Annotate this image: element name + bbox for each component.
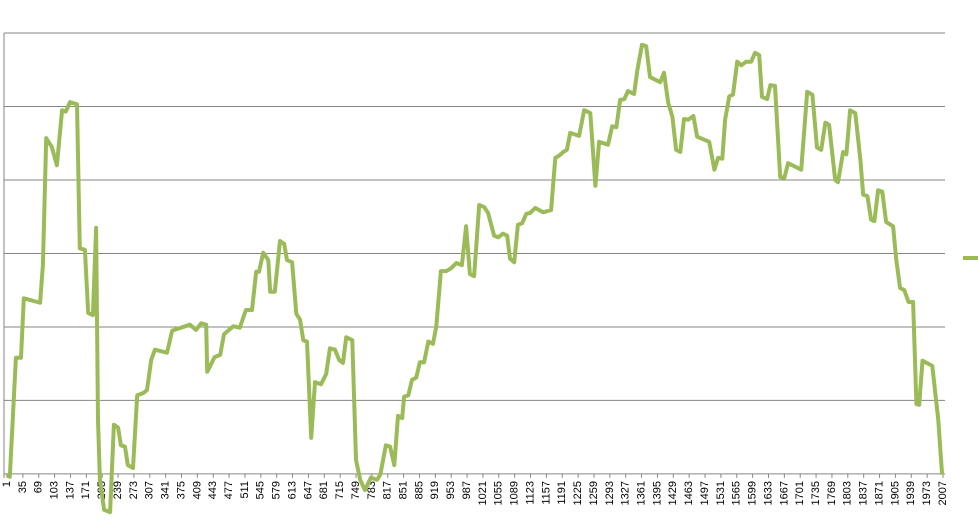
x-tick-label: 1565 (731, 481, 743, 505)
x-tick-label: 749 (350, 481, 362, 499)
x-tick-label: 817 (382, 481, 394, 499)
x-tick-label: 1361 (635, 481, 647, 505)
x-tick-label: 1531 (715, 481, 727, 505)
x-tick-label: 919 (429, 481, 441, 499)
x-tick-label: 477 (223, 481, 235, 499)
x-tick-label: 1123 (524, 481, 536, 505)
x-tick-label: 1225 (572, 481, 584, 505)
x-tick-label: 375 (175, 481, 187, 499)
x-tick-label: 1973 (921, 481, 933, 505)
x-tick-label: 1837 (858, 481, 870, 505)
x-tick-label: 307 (144, 481, 156, 499)
x-tick-label: 545 (255, 481, 267, 499)
x-tick-label: 69 (33, 481, 45, 493)
x-tick-label: 137 (64, 481, 76, 499)
x-tick-label: 239 (112, 481, 124, 499)
x-tick-label: 1735 (810, 481, 822, 505)
x-tick-label: 1497 (699, 481, 711, 505)
x-tick-label: 1089 (509, 481, 521, 505)
x-tick-label: 1905 (889, 481, 901, 505)
x-tick-label: 681 (318, 481, 330, 499)
x-tick-label: 1599 (747, 481, 759, 505)
x-tick-label: 511 (239, 481, 251, 499)
x-tick-label: 715 (334, 481, 346, 499)
x-tick-label: 579 (271, 481, 283, 499)
x-tick-label: 1871 (873, 481, 885, 505)
x-tick-label: 647 (302, 481, 314, 499)
x-tick-label: 341 (160, 481, 172, 499)
x-tick-label: 1769 (826, 481, 838, 505)
x-tick-label: 1667 (778, 481, 790, 505)
x-tick-label: 851 (398, 481, 410, 499)
x-tick-label: 1 (1, 481, 13, 487)
x-tick-label: 1327 (620, 481, 632, 505)
x-tick-label: 273 (128, 481, 140, 499)
x-tick-label: 1701 (794, 481, 806, 505)
x-tick-label: 613 (286, 481, 298, 499)
x-tick-label: 1021 (477, 481, 489, 505)
x-tick-label: 885 (413, 481, 425, 499)
x-tick-label: 1055 (493, 481, 505, 505)
x-tick-label: 1395 (651, 481, 663, 505)
x-tick-label: 2007 (937, 481, 949, 505)
x-tick-label: 409 (191, 481, 203, 499)
x-tick-label: 1463 (683, 481, 695, 505)
x-tick-label: 1191 (556, 481, 568, 505)
x-tick-label: 103 (48, 481, 60, 499)
x-tick-label: 1803 (842, 481, 854, 505)
x-tick-label: 443 (207, 481, 219, 499)
x-tick-label: 987 (461, 481, 473, 499)
data-line (5, 42, 945, 515)
x-tick-label: 1939 (905, 481, 917, 505)
x-tick-label: 1259 (588, 481, 600, 505)
x-tick-label: 35 (17, 481, 29, 493)
x-tick-label: 953 (445, 481, 457, 499)
x-tick-label: 1429 (667, 481, 679, 505)
x-tick-label: 171 (80, 481, 92, 499)
x-tick-label: 1157 (540, 481, 552, 505)
x-tick-label: 1633 (762, 481, 774, 505)
x-tick-label: 1293 (604, 481, 616, 505)
